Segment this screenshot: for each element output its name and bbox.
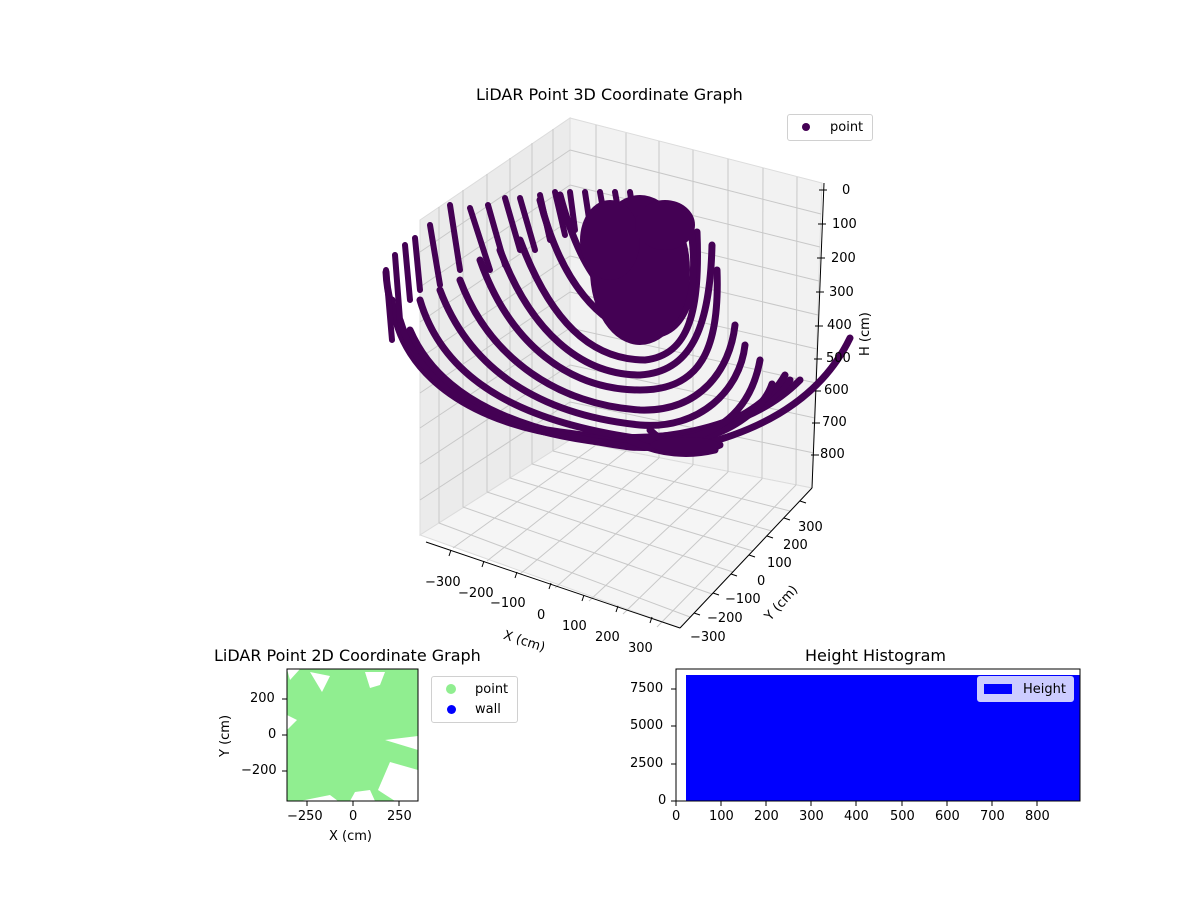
y-tick-3d: 0 — [757, 574, 766, 589]
chart-title-3d: LiDAR Point 3D Coordinate Graph — [476, 85, 743, 104]
x-tick-hist: 600 — [935, 809, 960, 824]
x-tick-3d: 0 — [537, 608, 546, 623]
y-tick-3d: 300 — [798, 520, 823, 535]
legend-label-height: Height — [1023, 681, 1066, 697]
z-tick-3d: 800 — [820, 447, 845, 462]
y-tick-2d: 0 — [268, 727, 277, 742]
y-tick-3d: −200 — [707, 611, 743, 626]
point-cloud-3d-strands — [383, 189, 638, 343]
z-tick-3d: 400 — [827, 318, 852, 333]
legend-3d: point — [787, 114, 873, 141]
x-tick-3d: 200 — [595, 630, 620, 645]
y-tick-2d: −200 — [241, 763, 277, 778]
legend-label-point: point — [830, 119, 864, 135]
y-tick-hist: 5000 — [630, 718, 664, 733]
z-tick-3d: 100 — [832, 217, 857, 232]
x-tick-3d: −100 — [490, 596, 526, 611]
y-tick-hist: 7500 — [630, 681, 664, 696]
x-tick-2d: 250 — [387, 809, 412, 824]
y-tick-2d: 200 — [250, 691, 275, 706]
x-tick-2d: 0 — [349, 809, 358, 824]
z-tick-3d: 700 — [822, 415, 847, 430]
legend-marker-height — [984, 684, 1012, 694]
x-tick-hist: 300 — [799, 809, 824, 824]
legend-2d: point wall — [431, 676, 518, 723]
x-tick-hist: 100 — [709, 809, 734, 824]
chart-title-histogram: Height Histogram — [805, 646, 946, 665]
legend-label-wall: wall — [475, 701, 501, 717]
y-tick-hist: 2500 — [630, 756, 664, 771]
legend-histogram: Height — [977, 676, 1074, 702]
x-tick-3d: −300 — [425, 575, 461, 590]
y-tick-hist: 0 — [658, 793, 667, 808]
y-tick-3d: 200 — [783, 538, 808, 553]
z-tick-3d: 200 — [831, 251, 856, 266]
y-tick-3d: −100 — [725, 592, 761, 607]
z-tick-3d: 600 — [824, 383, 849, 398]
legend-marker-wall — [447, 704, 456, 714]
legend-marker-point — [802, 123, 810, 131]
x-tick-hist: 200 — [754, 809, 779, 824]
y-tick-3d: 100 — [767, 556, 792, 571]
legend-marker-point-2d — [446, 684, 456, 694]
chart-title-2d: LiDAR Point 2D Coordinate Graph — [214, 646, 481, 665]
x-tick-2d: −250 — [287, 809, 323, 824]
x-tick-hist: 400 — [844, 809, 869, 824]
x-tick-hist: 800 — [1025, 809, 1050, 824]
x-tick-3d: 100 — [562, 619, 587, 634]
z-tick-3d: 0 — [842, 183, 851, 198]
z-tick-3d: 500 — [826, 351, 851, 366]
point-cloud-3d — [382, 191, 854, 457]
y-tick-3d: −300 — [690, 630, 726, 645]
x-axis-label-2d: X (cm) — [329, 829, 372, 844]
z-tick-3d: 300 — [829, 285, 854, 300]
x-tick-3d: −200 — [458, 586, 494, 601]
x-tick-hist: 0 — [672, 809, 681, 824]
x-tick-hist: 700 — [980, 809, 1005, 824]
legend-label-point-2d: point — [475, 681, 509, 697]
x-tick-hist: 500 — [890, 809, 915, 824]
x-tick-3d: 300 — [628, 641, 653, 656]
